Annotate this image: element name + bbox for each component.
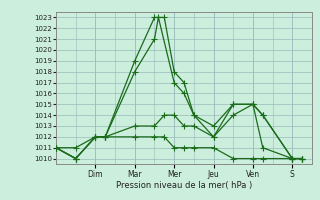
X-axis label: Pression niveau de la mer( hPa ): Pression niveau de la mer( hPa )	[116, 181, 252, 190]
